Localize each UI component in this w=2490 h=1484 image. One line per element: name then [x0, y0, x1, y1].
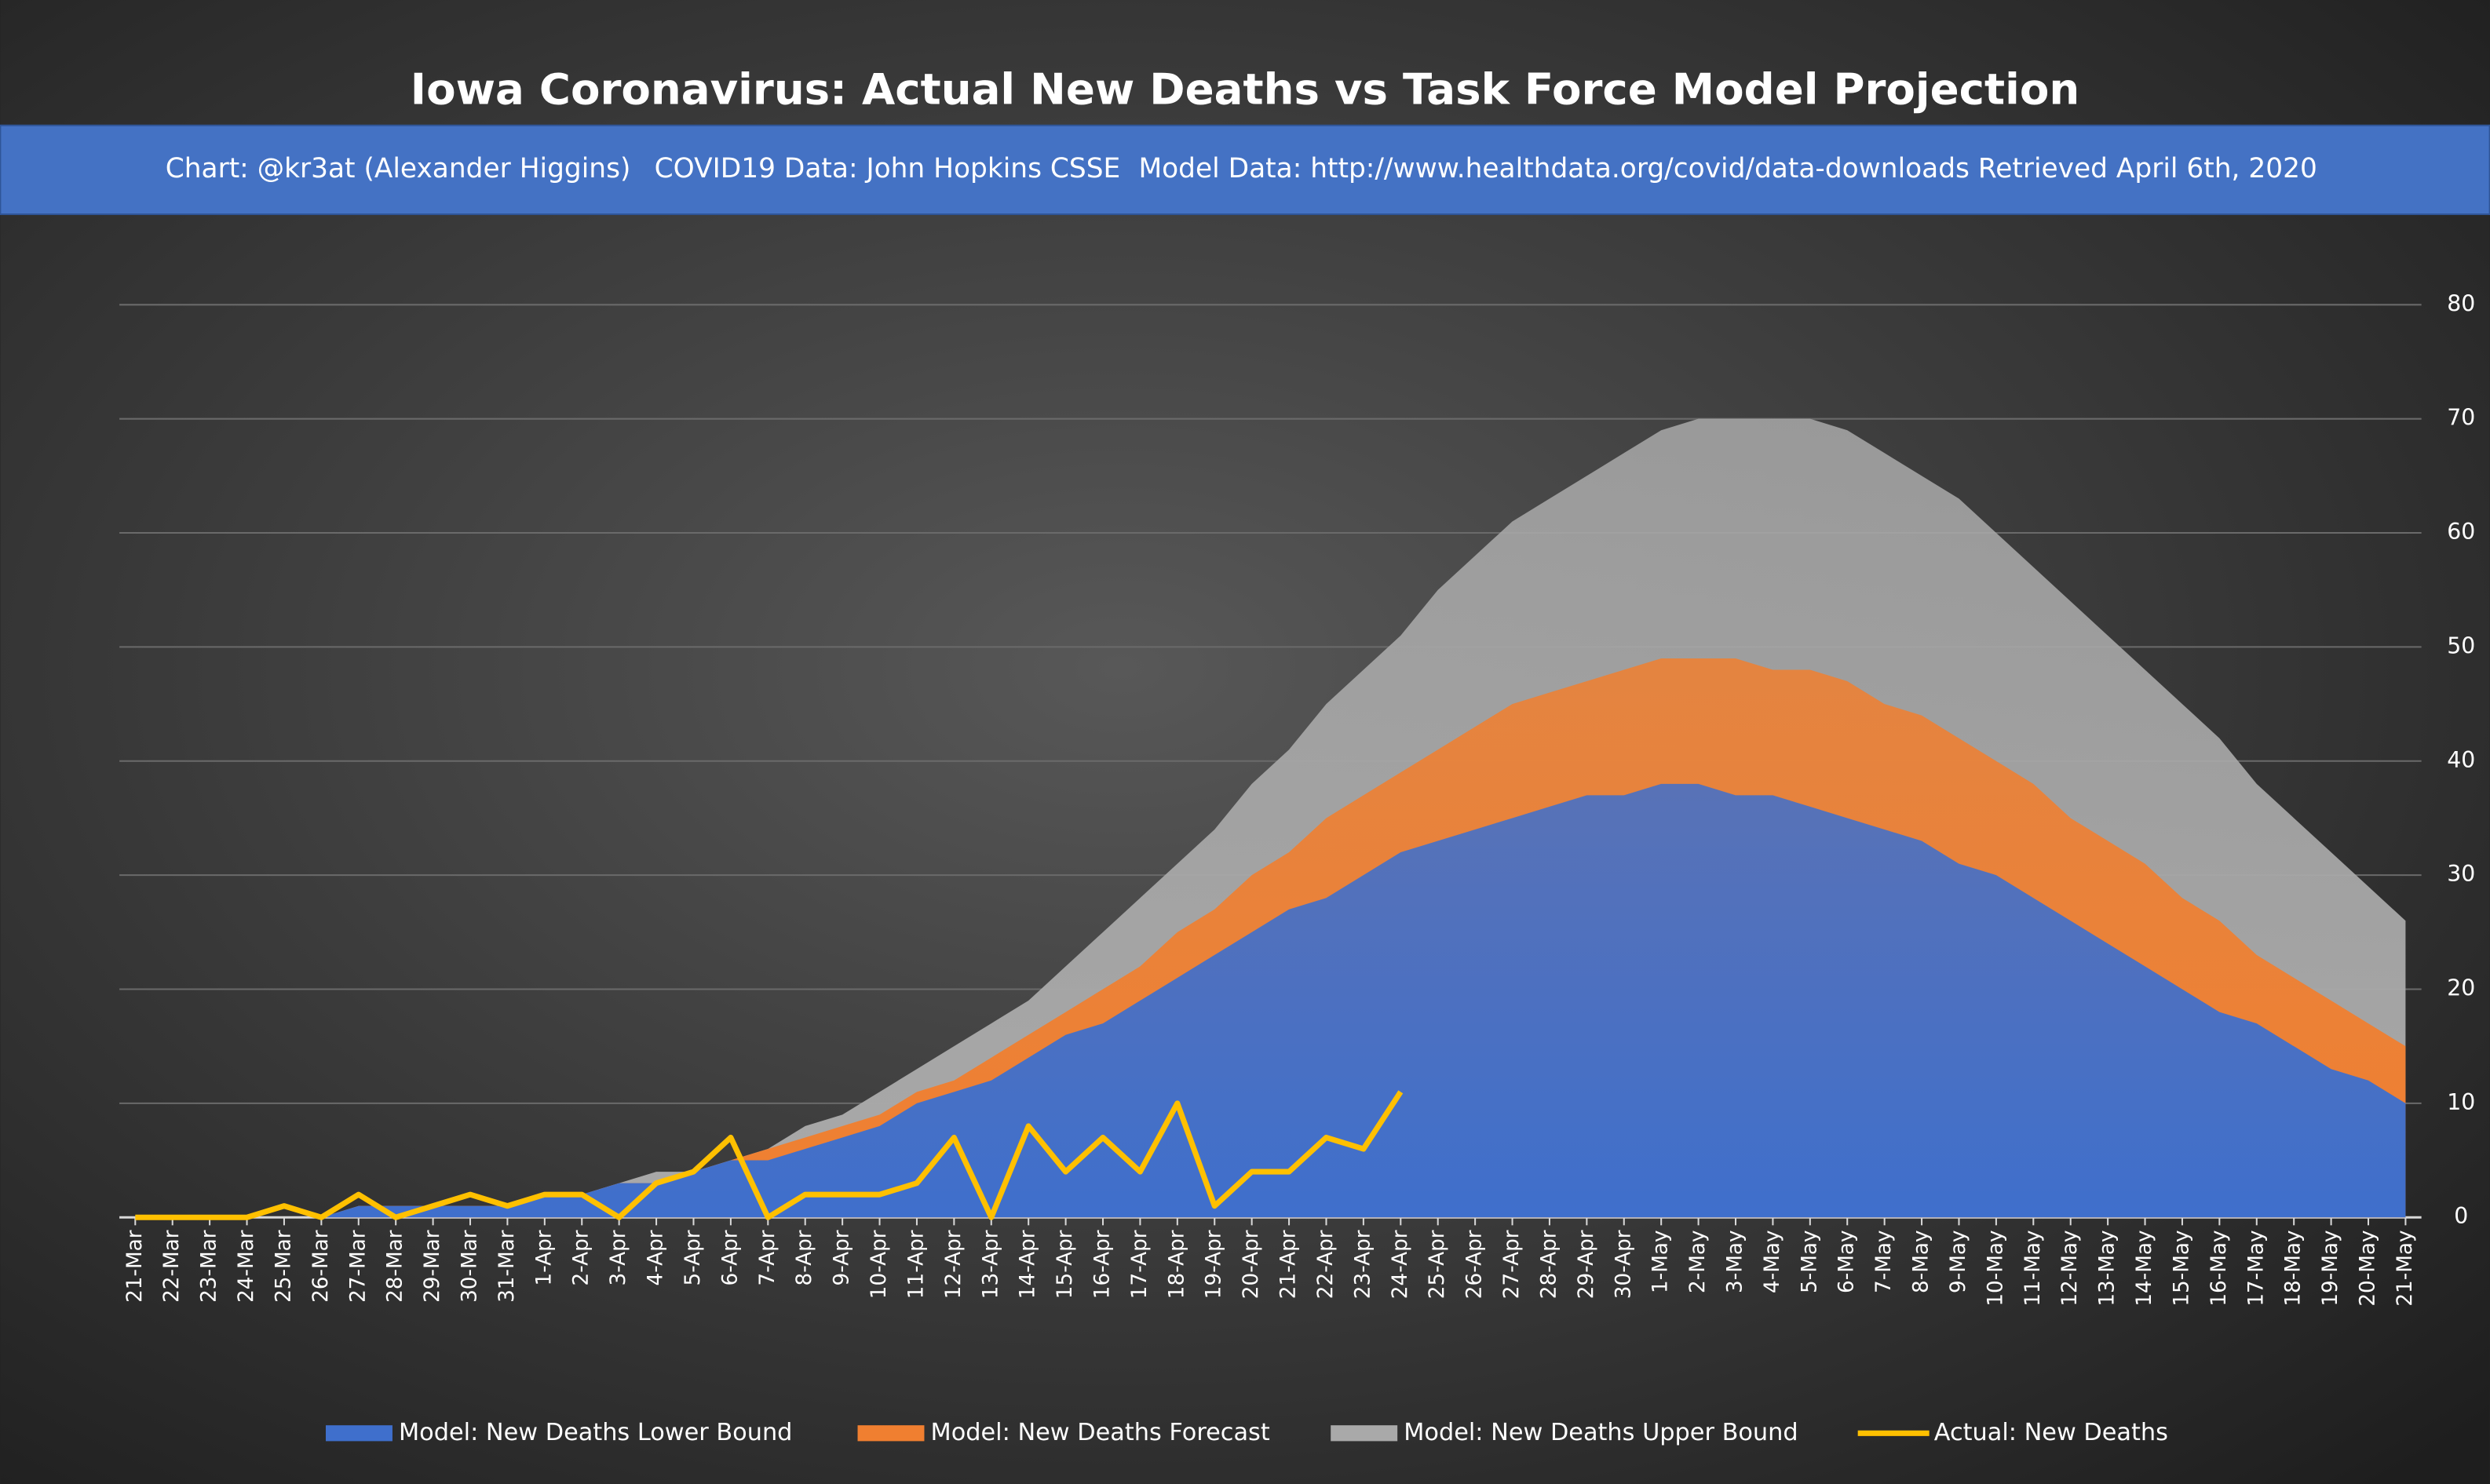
x-tick-label: 14-May: [2133, 1230, 2156, 1306]
subtitle: COVID19 Data: John Hopkins CSSE: [655, 153, 1121, 184]
x-tick-label: 11-May: [2021, 1230, 2045, 1306]
x-tick-label: 1-Apr: [532, 1230, 556, 1285]
x-tick-label: 20-Apr: [1240, 1230, 1263, 1299]
y-tick-label: 30: [2447, 861, 2475, 887]
x-tick-label: 22-Apr: [1314, 1230, 1338, 1299]
x-tick-label: 28-Mar: [384, 1230, 407, 1303]
x-tick-label: 19-May: [2319, 1230, 2342, 1306]
area: [135, 783, 2406, 1218]
x-tick-label: 7-Apr: [756, 1230, 779, 1285]
y-tick-label: 40: [2447, 747, 2475, 773]
y-tick-label: 60: [2447, 519, 2475, 545]
x-tick-label: 29-Mar: [421, 1230, 444, 1303]
x-tick-label: 2-May: [1686, 1230, 1710, 1293]
x-tick-label: 25-Mar: [272, 1230, 295, 1303]
legend-swatch: [1331, 1425, 1398, 1442]
line: [135, 1090, 1404, 1220]
x-tick-label: 11-Apr: [904, 1230, 928, 1299]
x-tick-label: 18-May: [2282, 1230, 2306, 1306]
legend-label: Model: New Deaths Upper Bound: [1404, 1419, 1798, 1446]
x-tick-label: 4-May: [1761, 1230, 1784, 1293]
x-tick-label: 10-Apr: [867, 1230, 891, 1299]
x-tick-label: 24-Apr: [1389, 1230, 1412, 1299]
x-tick-label: 29-Apr: [1575, 1230, 1598, 1299]
legend-label: Actual: New Deaths: [1934, 1419, 2168, 1446]
x-tick-label: 26-Mar: [309, 1230, 333, 1303]
x-tick-label: 16-May: [2207, 1230, 2231, 1306]
x-tick-label: 10-May: [1984, 1230, 2007, 1306]
x-tick-label: 30-Apr: [1612, 1230, 1635, 1299]
x-tick-label: 3-May: [1724, 1230, 1747, 1293]
x-tick-label: 13-May: [2096, 1230, 2119, 1306]
x-tick-label: 12-Apr: [942, 1230, 966, 1299]
y-tick-label: 50: [2447, 633, 2475, 658]
x-tick-label: 9-May: [1947, 1230, 1970, 1293]
y-tick-label: 0: [2454, 1203, 2468, 1229]
y-tick-label: 10: [2447, 1089, 2475, 1115]
x-tick-label: 8-May: [1910, 1230, 1933, 1293]
chart-title: Iowa Coronavirus: Actual New Deaths vs T…: [411, 64, 2079, 114]
x-tick-label: 31-Mar: [495, 1230, 519, 1303]
x-tick-label: 13-Apr: [979, 1230, 1002, 1299]
y-tick-label: 80: [2447, 290, 2475, 316]
x-tick-label: 21-Mar: [123, 1230, 147, 1303]
subtitle-band: [0, 124, 2490, 216]
x-tick-label: 21-May: [2393, 1230, 2417, 1306]
x-tick-label: 16-Apr: [1091, 1230, 1115, 1299]
x-tick-label: 3-Apr: [607, 1230, 630, 1285]
x-tick-label: 9-Apr: [831, 1230, 854, 1285]
x-tick-label: 23-Apr: [1351, 1230, 1375, 1299]
x-tick-label: 28-Apr: [1537, 1230, 1561, 1299]
x-tick-label: 23-Mar: [198, 1230, 221, 1303]
x-tick-label: 18-Apr: [1165, 1230, 1188, 1299]
x-tick-label: 30-Mar: [458, 1230, 482, 1303]
x-tick-label: 12-May: [2058, 1230, 2082, 1306]
x-tick-label: 15-May: [2170, 1230, 2193, 1306]
x-tick-label: 22-Mar: [160, 1230, 184, 1303]
x-tick-label: 5-May: [1798, 1230, 1821, 1293]
x-tick-label: 20-May: [2357, 1230, 2380, 1306]
x-tick-label: 17-Apr: [1128, 1230, 1152, 1299]
x-tick-label: 14-Apr: [1017, 1230, 1040, 1299]
y-tick-label: 20: [2447, 975, 2475, 1001]
x-tick-label: 15-Apr: [1053, 1230, 1077, 1299]
x-tick-label: 6-May: [1835, 1230, 1859, 1293]
x-tick-label: 26-Apr: [1463, 1230, 1487, 1299]
legend-swatch: [325, 1425, 392, 1442]
legend-label: Model: New Deaths Forecast: [931, 1419, 1270, 1446]
legend-label: Model: New Deaths Lower Bound: [399, 1419, 792, 1446]
x-tick-label: 17-May: [2244, 1230, 2268, 1306]
x-tick-label: 1-May: [1649, 1230, 1673, 1293]
x-tick-label: 8-Apr: [793, 1230, 816, 1285]
x-tick-label: 27-Mar: [346, 1230, 370, 1303]
subtitle: Chart: @kr3at (Alexander Higgins): [166, 153, 631, 184]
x-tick-label: 7-May: [1872, 1230, 1896, 1293]
subtitle: Model Data: http://www.healthdata.org/co…: [1138, 153, 2317, 184]
x-tick-label: 5-Apr: [681, 1230, 705, 1285]
legend-swatch: [857, 1425, 925, 1442]
x-tick-label: 27-Apr: [1500, 1230, 1524, 1299]
y-tick-label: 70: [2447, 405, 2475, 431]
x-tick-label: 6-Apr: [718, 1230, 742, 1285]
x-tick-label: 2-Apr: [570, 1230, 593, 1285]
x-tick-label: 24-Mar: [235, 1230, 258, 1303]
x-tick-label: 25-Apr: [1426, 1230, 1449, 1299]
x-tick-label: 4-Apr: [644, 1230, 668, 1285]
x-tick-label: 21-Apr: [1277, 1230, 1301, 1299]
x-tick-label: 19-Apr: [1203, 1230, 1226, 1299]
